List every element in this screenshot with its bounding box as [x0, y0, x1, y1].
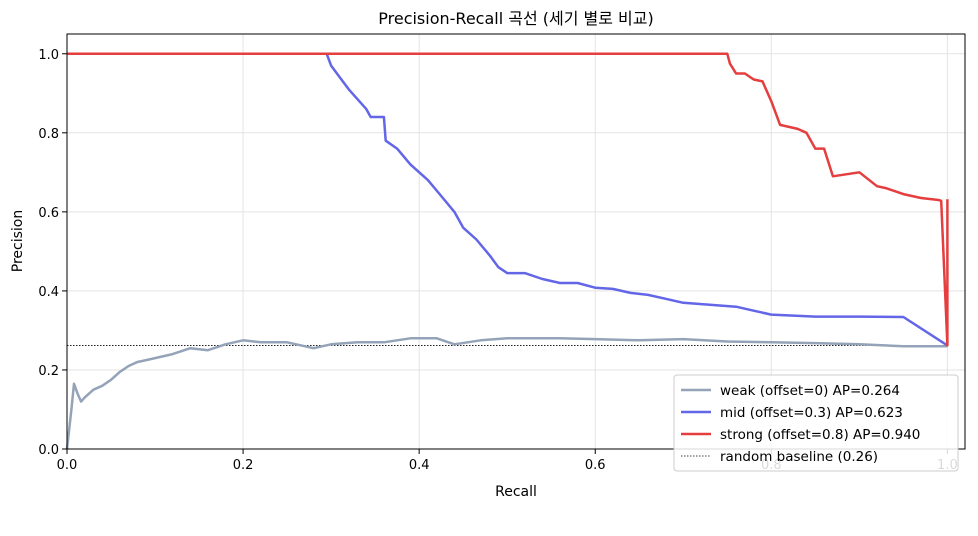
y-tick-label: 0.2: [38, 364, 59, 379]
x-axis-label: Recall: [495, 484, 537, 500]
legend-label: strong (offset=0.8) AP=0.940: [720, 427, 920, 443]
legend-box: [673, 374, 959, 472]
x-tick-label: 0.4: [409, 458, 430, 473]
series-line-strong: [67, 52, 949, 347]
y-tick-label: 0.4: [38, 285, 59, 300]
y-axis-ticks: 0.0 0.2 0.4 0.6 0.8 1.0: [38, 48, 67, 458]
chart-title: Precision-Recall 곡선 (세기 별로 비교): [378, 9, 654, 28]
x-tick-label: 0.0: [57, 458, 78, 473]
series-line-mid: [67, 52, 949, 347]
plot-frame: [66, 33, 966, 450]
x-tick-label: 0.6: [585, 458, 606, 473]
y-axis-label: Precision: [10, 210, 26, 272]
legend-label: mid (offset=0.3) AP=0.623: [720, 405, 903, 421]
legend-label: weak (offset=0) AP=0.264: [720, 383, 900, 399]
y-tick-label: 1.0: [38, 48, 59, 63]
y-tick-label: 0.8: [38, 127, 59, 142]
legend: weak (offset=0) AP=0.264 mid (offset=0.3)…: [673, 374, 959, 472]
y-tick-label: 0.6: [38, 206, 59, 221]
y-tick-label: 0.0: [38, 443, 59, 458]
series-line-weak: [65, 337, 948, 450]
plot-area: [65, 52, 949, 450]
legend-label: random baseline (0.26): [720, 449, 878, 465]
x-tick-label: 0.2: [233, 458, 254, 473]
